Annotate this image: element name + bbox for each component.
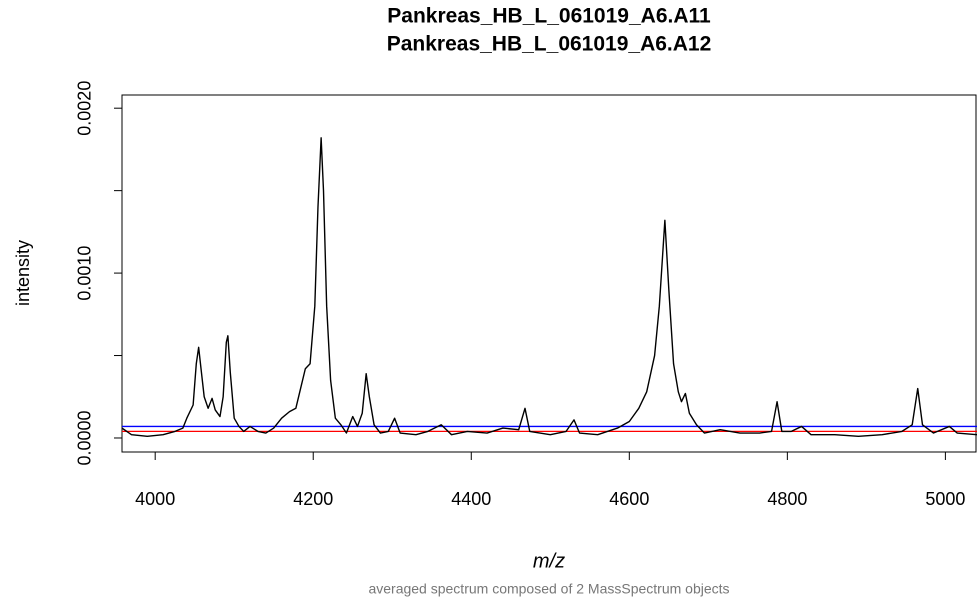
- x-tick-label: 5000: [925, 489, 965, 509]
- spectrum-line: [122, 137, 977, 438]
- x-tick-label: 4400: [451, 489, 491, 509]
- chart-title: Pankreas_HB_L_061019_A6.A12: [387, 33, 712, 56]
- plot-area: [122, 137, 977, 438]
- y-tick-label: 0.0010: [75, 246, 95, 301]
- x-tick-label: 4000: [135, 489, 175, 509]
- plot-frame: [121, 94, 977, 453]
- y-axis-label: intensity: [13, 240, 33, 306]
- x-tick-label: 4200: [293, 489, 333, 509]
- y-tick-label: 0.0000: [75, 410, 95, 465]
- x-axis-label: m/z: [533, 550, 565, 572]
- subtitle: averaged spectrum composed of 2 MassSpec…: [368, 581, 729, 597]
- x-tick-label: 4600: [609, 489, 649, 509]
- chart-title: Pankreas_HB_L_061019_A6.A11: [387, 5, 711, 28]
- x-tick-label: 4800: [767, 489, 807, 509]
- y-tick-label: 0.0020: [75, 81, 95, 136]
